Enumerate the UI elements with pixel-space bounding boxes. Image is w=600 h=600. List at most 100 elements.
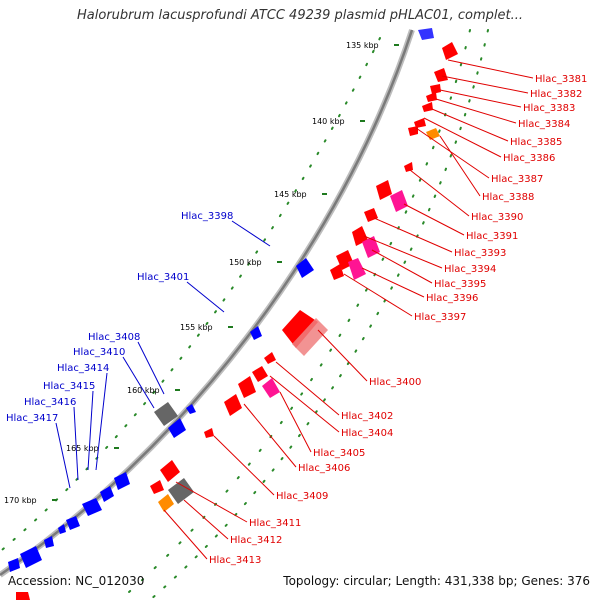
gene-labels-left: Hlac_3398 Hlac_3401 Hlac_3408 Hlac_3410 Hlac…	[6, 211, 233, 424]
gene-arrow-reverse	[114, 472, 130, 490]
plasmid-backbone	[0, 29, 415, 578]
gene-label-right: Hlac_3405	[313, 448, 365, 459]
gene-label-left: Hlac_3417	[6, 413, 58, 424]
leader-line	[122, 356, 155, 409]
label-leader-lines	[55, 59, 534, 560]
leader-line	[441, 75, 529, 94]
leader-line	[73, 406, 79, 481]
gene-arrow-reverse	[250, 326, 262, 340]
gene-arrow	[426, 92, 437, 102]
leader-line	[363, 235, 443, 269]
gene-label-right: Hlac_3412	[230, 535, 282, 546]
gene-label-right: Hlac_3386	[503, 153, 555, 164]
gene-label-left: Hlac_3401	[137, 272, 189, 283]
rna-gene-pale	[292, 318, 328, 356]
leader-line	[279, 391, 312, 453]
tick-label: 145 kbp	[274, 190, 307, 199]
gene-label-right: Hlac_3388	[482, 192, 534, 203]
gene-arrow-reverse	[168, 418, 186, 438]
gene-arrow	[408, 126, 418, 136]
gene-label-right: Hlac_3393	[454, 248, 506, 259]
leader-line	[137, 341, 165, 395]
leader-line	[275, 361, 340, 416]
leader-line	[317, 329, 368, 382]
tick-label: 135 kbp	[346, 41, 379, 50]
gene-arrow-reverse	[186, 404, 196, 414]
gene-label-right: Hlac_3387	[491, 174, 543, 185]
gene-arrow-reverse	[8, 558, 20, 572]
gene-label-left: Hlac_3416	[24, 397, 76, 408]
leader-line	[95, 372, 108, 471]
gene-arrow-reverse	[66, 516, 80, 530]
gene-label-left: Hlac_3414	[57, 363, 109, 374]
topology-summary: Topology: circular; Length: 431,338 bp; …	[283, 574, 590, 588]
tick-label: 155 kbp	[180, 323, 213, 332]
rna-gene	[348, 258, 366, 280]
tick-label: 170 kbp	[4, 496, 37, 505]
gene-label-right: Hlac_3413	[209, 555, 261, 566]
gene-arrow-reverse	[296, 258, 314, 278]
leader-line	[373, 217, 453, 253]
gene-label-left: Hlac_3408	[88, 332, 140, 343]
gray-feature	[168, 478, 194, 504]
rna-gene	[390, 190, 408, 212]
leader-line	[431, 108, 509, 142]
gene-label-right: Hlac_3406	[298, 463, 350, 474]
gene-label-left: Hlac_3415	[43, 381, 95, 392]
gene-label-right: Hlac_3402	[341, 411, 393, 422]
gray-feature	[154, 402, 178, 426]
gene-arrow-reverse	[58, 524, 66, 534]
leader-line	[243, 403, 297, 468]
gene-arrow	[442, 42, 458, 60]
gene-arrow	[430, 84, 441, 94]
leader-line	[163, 509, 208, 560]
gene-arrow	[376, 180, 392, 200]
gene-arrow	[204, 428, 214, 438]
gene-arrow	[238, 376, 256, 398]
gene-features	[8, 28, 458, 600]
gene-label-right: Hlac_3397	[414, 312, 466, 323]
leader-line	[415, 127, 490, 179]
gene-arrow	[160, 460, 180, 482]
tick-label: 140 kbp	[312, 117, 345, 126]
gene-label-right: Hlac_3404	[341, 428, 393, 439]
leader-line	[447, 59, 534, 79]
gene-arrow	[16, 592, 30, 600]
gene-arrow-reverse	[20, 546, 42, 568]
rna-gene	[262, 378, 280, 398]
gene-arrow-reverse	[100, 486, 114, 502]
leader-line	[231, 220, 271, 247]
tick-label: 165 kbp	[66, 444, 99, 453]
plasmid-backbone-core	[0, 29, 414, 577]
accession-text: Accession: NC_012030	[8, 574, 145, 588]
gene-arrow	[434, 68, 448, 82]
gene-arrow-reverse	[82, 498, 102, 516]
leader-line	[403, 203, 465, 236]
gene-label-right: Hlac_3385	[510, 137, 562, 148]
gene-label-left: Hlac_3398	[181, 211, 233, 222]
gene-label-right: Hlac_3395	[434, 279, 486, 290]
leader-line	[439, 135, 481, 197]
gene-arrow	[414, 118, 426, 128]
gene-label-right: Hlac_3411	[249, 518, 301, 529]
gene-labels-right: Hlac_3381 Hlac_3382 Hlac_3383 Hlac_3384 Hlac…	[209, 74, 587, 566]
gene-label-right: Hlac_3409	[276, 491, 328, 502]
gene-label-right: Hlac_3390	[471, 212, 523, 223]
gene-arrow	[364, 208, 378, 222]
gene-arrow	[330, 264, 344, 280]
gene-arrow	[282, 310, 318, 348]
leader-line	[87, 390, 94, 471]
gene-label-right: Hlac_3394	[444, 264, 496, 275]
gene-label-left: Hlac_3410	[73, 347, 125, 358]
leader-line	[186, 281, 225, 313]
gene-label-right: Hlac_3391	[466, 231, 518, 242]
leader-line	[213, 435, 275, 496]
tick-label: 150 kbp	[229, 258, 262, 267]
gene-arrow-reverse	[44, 536, 54, 548]
gene-label-right: Hlac_3384	[518, 119, 570, 130]
gene-label-right: Hlac_3400	[369, 377, 421, 388]
pseudo-gene	[158, 494, 174, 512]
rna-gene	[362, 236, 380, 258]
leader-line	[439, 89, 522, 108]
gene-label-right: Hlac_3381	[535, 74, 587, 85]
